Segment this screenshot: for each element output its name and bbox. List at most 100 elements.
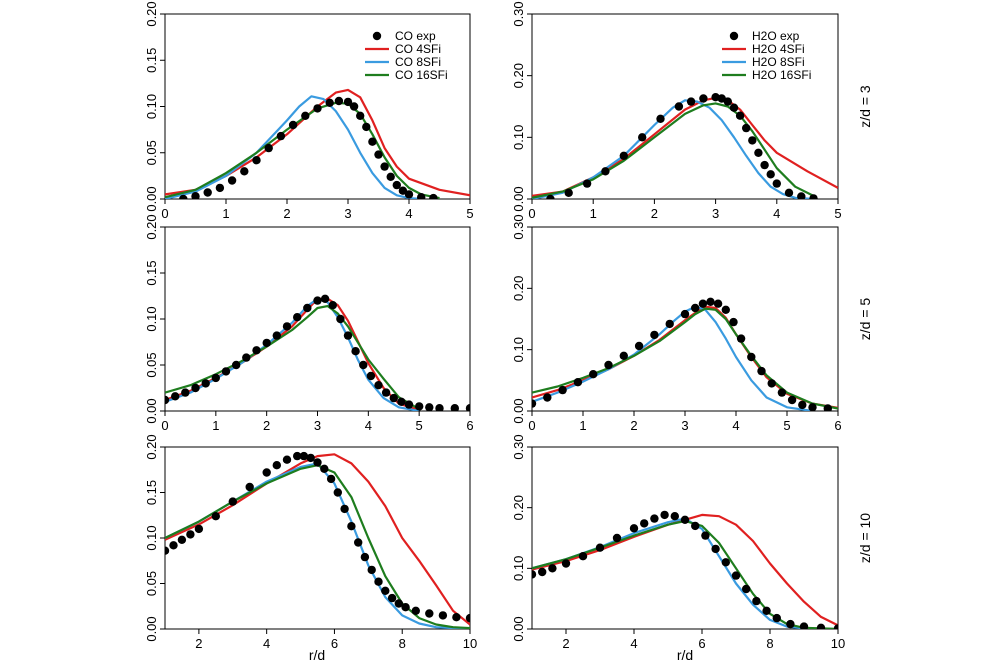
exp-point: [360, 552, 370, 562]
exp-point: [670, 512, 679, 521]
panel-frame: [164, 226, 471, 412]
y-tick-label: 0.00: [511, 186, 526, 211]
x-tick-label: 1: [579, 418, 586, 433]
series-line-16SFi: [532, 519, 838, 629]
exp-point: [359, 360, 368, 370]
exp-point: [787, 395, 797, 405]
plot-area: [532, 297, 838, 411]
exp-point: [629, 524, 639, 533]
exp-point: [411, 606, 420, 615]
exp-point: [797, 192, 806, 199]
x-tick-label: 0: [528, 206, 535, 221]
exp-point: [374, 150, 383, 159]
exp-point: [729, 103, 739, 112]
legend-marker-exp: [372, 31, 382, 41]
row-label: z/d = 10: [857, 513, 873, 563]
exp-point: [381, 388, 391, 397]
y-tick-label: 0.30: [511, 1, 526, 26]
exp-point: [736, 334, 746, 343]
y-tick-label: 0.10: [511, 125, 526, 150]
series-line-4SFi: [532, 513, 838, 627]
exp-point: [546, 194, 555, 199]
x-tick-label: 1: [590, 206, 597, 221]
exp-point: [799, 622, 809, 629]
exp-point: [264, 143, 273, 153]
exp-point: [232, 360, 241, 370]
series-line-16SFi: [165, 305, 420, 411]
exp-point: [301, 111, 310, 121]
x-tick-label: 10: [463, 636, 477, 651]
exp-point: [742, 123, 751, 133]
y-tick-label: 0.00: [144, 616, 159, 641]
exp-point: [619, 151, 628, 160]
series-line-8SFi: [165, 95, 422, 199]
x-axis-title: r/d: [677, 647, 693, 663]
x-tick-label: 5: [416, 418, 423, 433]
x-tick-label: 4: [732, 418, 739, 433]
legend-entry: CO 16SFi: [395, 68, 448, 82]
exp-point: [784, 188, 794, 197]
y-tick-label: 0.15: [144, 480, 159, 505]
x-tick-label: 1: [222, 206, 229, 221]
y-tick-label: 0.00: [511, 616, 526, 641]
exp-point: [429, 193, 438, 199]
plot-area: [532, 510, 838, 629]
exp-point: [397, 397, 406, 406]
exp-point: [336, 314, 345, 324]
exp-point: [711, 544, 720, 554]
exp-point: [558, 385, 567, 395]
exp-point: [747, 352, 756, 362]
exp-point: [354, 538, 363, 547]
exp-point: [165, 546, 170, 555]
exp-point: [179, 194, 188, 199]
x-tick-label: 4: [630, 636, 637, 651]
exp-point: [798, 400, 807, 410]
x-tick-label: 4: [365, 418, 372, 433]
exp-point: [760, 160, 769, 170]
exp-point: [772, 179, 781, 188]
exp-point: [240, 167, 249, 176]
panel-co-z5: 0 1 2 3 4 5 6 0.00 0.05 0.10 0.15 0.20: [144, 214, 474, 433]
x-tick-label: 2: [283, 206, 290, 221]
exp-point: [543, 393, 552, 402]
x-tick-label: 3: [712, 206, 719, 221]
series-line-4SFi: [165, 453, 470, 626]
exp-point: [194, 524, 204, 534]
exp-point: [706, 297, 715, 306]
exp-point: [313, 458, 322, 467]
legend-entry: H2O 16SFi: [752, 68, 811, 82]
exp-point: [452, 613, 461, 622]
legend-marker-exp: [729, 31, 739, 41]
exp-point: [203, 188, 212, 197]
x-tick-label: 3: [681, 418, 688, 433]
panel-frame: [164, 446, 471, 630]
exp-point: [380, 162, 389, 171]
exp-point: [299, 451, 309, 461]
x-tick-label: 0: [528, 418, 535, 433]
exp-point: [171, 392, 180, 401]
exp-point: [752, 596, 761, 606]
exp-point: [169, 541, 178, 550]
exp-point: [381, 586, 390, 595]
exp-point: [349, 102, 359, 111]
exp-point: [786, 619, 795, 629]
exp-point: [181, 388, 190, 397]
exp-point: [532, 570, 537, 579]
y-tick-label: 0.10: [511, 556, 526, 581]
exp-point: [561, 559, 571, 568]
x-tick-label: 0: [161, 206, 168, 221]
exp-point: [351, 347, 360, 356]
exp-point: [699, 94, 708, 103]
legend-entry: H2O 8SFi: [752, 55, 805, 69]
y-tick-label: 0.00: [144, 186, 159, 211]
exp-point: [333, 488, 342, 497]
series-line-16SFi: [165, 464, 470, 629]
exp-point: [595, 543, 605, 552]
legend-entry: H2O 4SFi: [752, 42, 805, 56]
exp-point: [538, 567, 547, 577]
x-tick-label: 6: [698, 636, 705, 651]
exp-point: [227, 176, 237, 185]
